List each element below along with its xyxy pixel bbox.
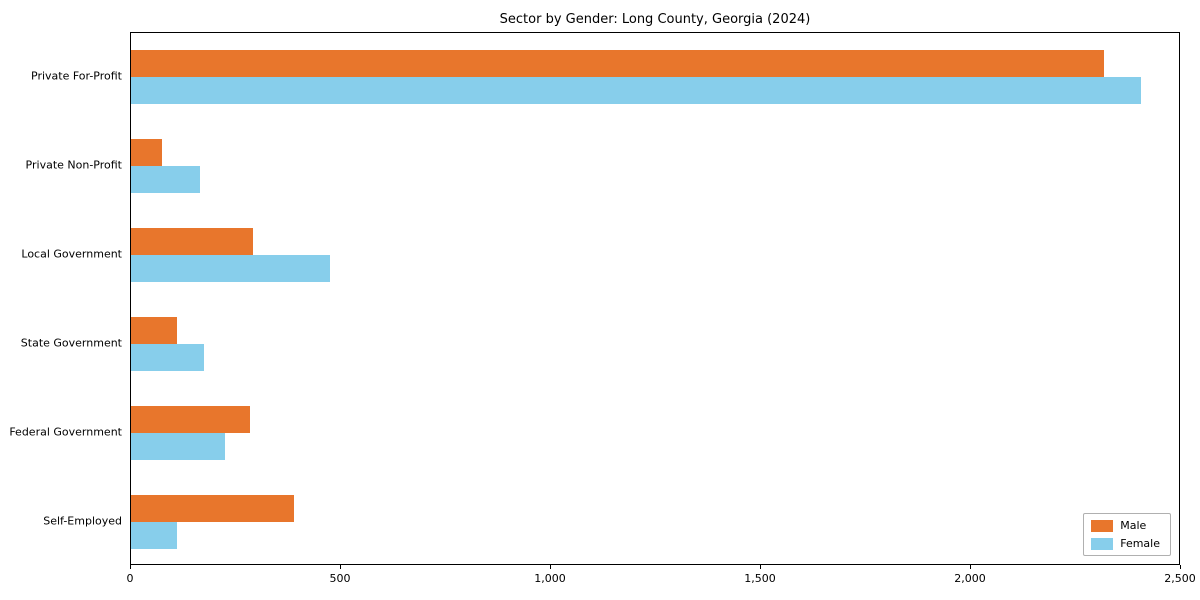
legend-swatch-female <box>1091 537 1114 550</box>
x-tick-label-1-000: 1,000 <box>534 572 566 585</box>
x-tick-mark-1-000 <box>550 565 551 569</box>
bar-female-private-non-profit <box>131 166 201 194</box>
x-tick-mark-1-500 <box>760 565 761 569</box>
x-tick-mark-0 <box>130 565 131 569</box>
x-tick-label-500: 500 <box>329 572 351 585</box>
y-tick-label-federal-government: Federal Government <box>9 425 122 439</box>
y-tick-label-state-government: State Government <box>20 336 122 350</box>
bar-female-private-for-profit <box>131 77 1142 105</box>
bar-female-state-government <box>131 343 205 371</box>
legend: Male Female <box>1083 513 1171 556</box>
x-tick-label-2-500: 2,500 <box>1164 572 1196 585</box>
legend-item-female: Female <box>1091 537 1160 550</box>
bar-male-private-non-profit <box>131 139 163 167</box>
bar-male-local-government <box>131 228 253 256</box>
x-tick-label-0: 0 <box>126 572 134 585</box>
y-tick-label-self-employed: Self-Employed <box>43 514 122 528</box>
x-tick-mark-500 <box>340 565 341 569</box>
legend-label-male: Male <box>1120 519 1147 532</box>
plot-area: Male Female <box>130 32 1180 565</box>
bar-male-private-for-profit <box>131 50 1104 78</box>
bar-female-federal-government <box>131 432 226 460</box>
legend-label-female: Female <box>1120 537 1160 550</box>
bar-female-self-employed <box>131 521 178 549</box>
x-tick-mark-2-500 <box>1180 565 1181 569</box>
bar-female-local-government <box>131 255 331 283</box>
legend-item-male: Male <box>1091 519 1160 532</box>
bar-male-federal-government <box>131 405 251 433</box>
bar-male-self-employed <box>131 494 295 522</box>
bar-male-state-government <box>131 316 178 344</box>
x-tick-mark-2-000 <box>970 565 971 569</box>
y-tick-label-private-non-profit: Private Non-Profit <box>25 158 122 172</box>
y-tick-label-local-government: Local Government <box>21 247 122 261</box>
y-tick-label-private-for-profit: Private For-Profit <box>31 69 122 83</box>
chart-title: Sector by Gender: Long County, Georgia (… <box>499 12 811 27</box>
x-tick-label-2-000: 2,000 <box>954 572 986 585</box>
legend-swatch-male <box>1091 519 1114 532</box>
x-tick-label-1-500: 1,500 <box>744 572 776 585</box>
